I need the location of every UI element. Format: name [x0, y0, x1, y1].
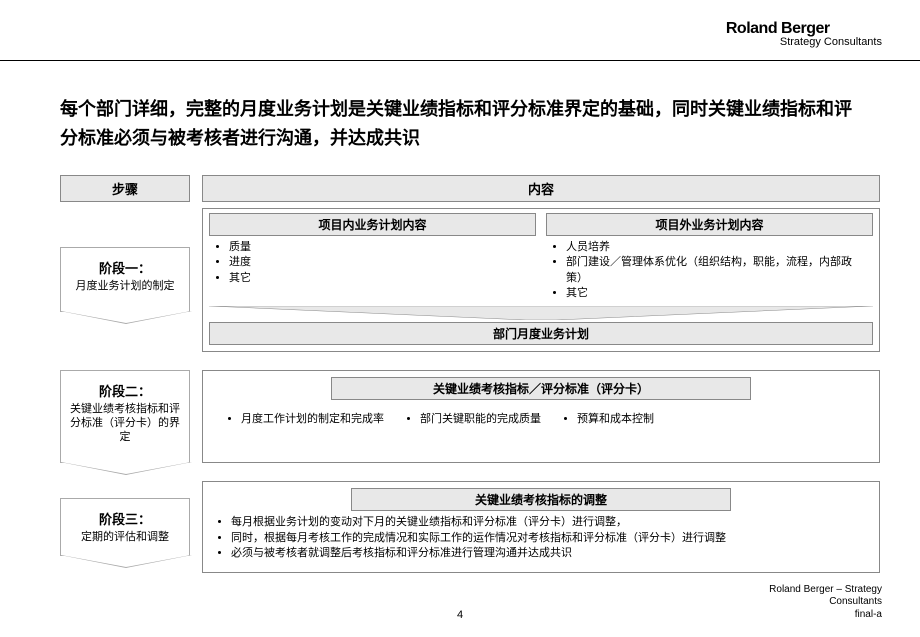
bullet-item: 必须与被考核者就调整后考核指标和评分标准进行管理沟通并达成共识 [231, 546, 865, 561]
bullet-item: 同时，根据每月考核工作的完成情况和实际工作的运作情况对考核指标和评分标准（评分卡… [231, 531, 865, 546]
bullet-item: 月度工作计划的制定和完成率 [241, 412, 384, 427]
main-diagram: 步骤 内容 阶段一： 月度业务计划的制定 项目内业务计划内容 质量 进度 其它 [60, 175, 880, 573]
brand-logo: Roland Berger Strategy Consultants [726, 20, 882, 48]
stage-2-header: 关键业绩考核指标／评分标准（评分卡） [331, 377, 751, 400]
stage-2-row: 阶段二： 关键业绩考核指标和评分标准（评分卡）的界定 关键业绩考核指标／评分标准… [60, 370, 880, 464]
stage-1-left-bullets: 质量 进度 其它 [209, 236, 536, 288]
footer-line: final-a [769, 609, 882, 622]
stage-3-sub: 定期的评估和调整 [65, 530, 185, 544]
bullet-item: 进度 [229, 255, 530, 270]
stage-3-content: 关键业绩考核指标的调整 每月根据业务计划的变动对下月的关键业绩指标和评分标准（评… [202, 481, 880, 572]
stage-1-right-header: 项目外业务计划内容 [546, 213, 873, 236]
stage-1-content: 项目内业务计划内容 质量 进度 其它 项目外业务计划内容 人员培养 部门建设／管… [202, 208, 880, 352]
stage-2-arrow: 阶段二： 关键业绩考核指标和评分标准（评分卡）的界定 [60, 370, 190, 464]
bullet-item: 预算和成本控制 [577, 412, 654, 427]
brand-sub: Strategy Consultants [780, 36, 882, 48]
stage-2-sub: 关键业绩考核指标和评分标准（评分卡）的界定 [65, 402, 185, 445]
bullet-item: 质量 [229, 240, 530, 255]
stage-1-plan-bar: 部门月度业务计划 [209, 322, 873, 345]
stage-1-left-box: 项目内业务计划内容 质量 进度 其它 [209, 213, 536, 304]
stage-3-arrow: 阶段三： 定期的评估和调整 [60, 498, 190, 555]
bullet-item: 每月根据业务计划的变动对下月的关键业绩指标和评分标准（评分卡）进行调整， [231, 515, 865, 530]
stage-2-content: 关键业绩考核指标／评分标准（评分卡） 月度工作计划的制定和完成率 部门关键职能的… [202, 370, 880, 464]
stage-2-title: 阶段二： [65, 381, 185, 400]
stage-3-title: 阶段三： [65, 509, 185, 528]
stage-3-row: 阶段三： 定期的评估和调整 关键业绩考核指标的调整 每月根据业务计划的变动对下月… [60, 481, 880, 572]
stage-2-columns: 月度工作计划的制定和完成率 部门关键职能的完成质量 预算和成本控制 [211, 400, 871, 435]
divider-top [0, 60, 920, 61]
footer-credit: Roland Berger – Strategy Consultants fin… [769, 584, 882, 622]
stage-1-right-box: 项目外业务计划内容 人员培养 部门建设／管理体系优化（组织结构，职能，流程，内部… [546, 213, 873, 304]
stage-3-bullets: 每月根据业务计划的变动对下月的关键业绩指标和评分标准（评分卡）进行调整， 同时，… [211, 511, 871, 565]
stage-3-header: 关键业绩考核指标的调整 [351, 488, 731, 511]
stage-1-left-header: 项目内业务计划内容 [209, 213, 536, 236]
stage-1-arrow: 阶段一： 月度业务计划的制定 [60, 247, 190, 312]
stage-1-right-bullets: 人员培养 部门建设／管理体系优化（组织结构，职能，流程，内部政策） 其它 [546, 236, 873, 304]
step-header: 步骤 [60, 175, 190, 202]
page-title: 每个部门详细，完整的月度业务计划是关键业绩指标和评分标准界定的基础，同时关键业绩… [60, 95, 860, 153]
content-header: 内容 [202, 175, 880, 202]
footer-line: Consultants [769, 596, 882, 609]
footer-line: Roland Berger – Strategy [769, 584, 882, 597]
stage-1-sub: 月度业务计划的制定 [65, 279, 185, 293]
bullet-item: 部门建设／管理体系优化（组织结构，职能，流程，内部政策） [566, 255, 867, 286]
funnel-icon [209, 306, 873, 320]
stage-1-title: 阶段一： [65, 258, 185, 277]
page-number: 4 [457, 609, 463, 621]
bullet-item: 其它 [229, 271, 530, 286]
bullet-item: 部门关键职能的完成质量 [420, 412, 541, 427]
column-headers: 步骤 内容 [60, 175, 880, 202]
stage-3-step: 阶段三： 定期的评估和调整 [60, 481, 190, 572]
stage-1-row: 阶段一： 月度业务计划的制定 项目内业务计划内容 质量 进度 其它 项目外业务计… [60, 208, 880, 352]
stage-1-step: 阶段一： 月度业务计划的制定 [60, 208, 190, 352]
bullet-item: 其它 [566, 286, 867, 301]
stage-2-step: 阶段二： 关键业绩考核指标和评分标准（评分卡）的界定 [60, 370, 190, 464]
bullet-item: 人员培养 [566, 240, 867, 255]
